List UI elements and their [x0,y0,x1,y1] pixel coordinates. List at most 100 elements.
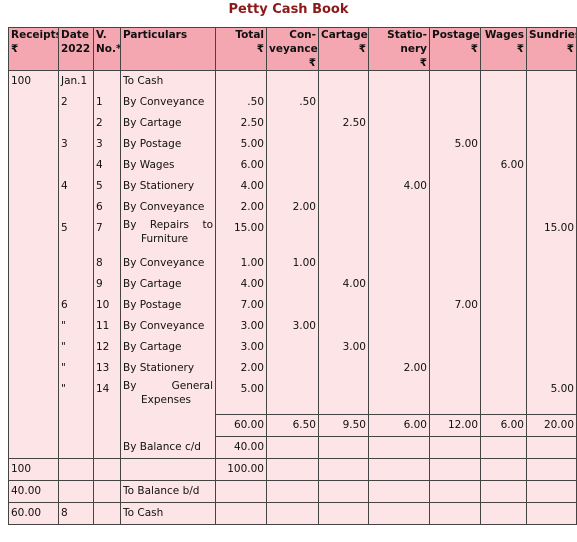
cell-conveyance: 1.00 [266,253,319,274]
petty-cash-table: Receipts ₹ Date 2022 V. No.* Particulars… [8,27,577,525]
cell-conveyance [266,218,319,253]
cell-cartage: 4.00 [318,274,369,295]
grand-total-total: 100.00 [215,458,267,481]
cell-sundries [526,113,577,134]
cell-postage [429,337,481,358]
cell-total: 2.00 [215,358,267,379]
cell-postage [429,274,481,295]
cell-date: 5 [58,218,94,253]
cell-particulars: By Conveyance [120,197,216,218]
cell-vno: 9 [93,274,121,295]
cell-stationery [368,113,430,134]
cell-sundries [526,197,577,218]
cell-sundries [526,70,577,92]
cell-stationery [368,316,430,337]
rupee-icon: ₹ [419,57,427,69]
cell-total: 5.00 [215,379,267,415]
cell-cartage [318,316,369,337]
cell-sundries: 15.00 [526,218,577,253]
cell-postage [429,316,481,337]
cell-conveyance: 3.00 [266,316,319,337]
cell-sundries: 5.00 [526,379,577,415]
cell-particulars: By Stationery [120,176,216,197]
totals-row: 60.00 6.50 9.50 6.00 12.00 6.00 20.00 [8,414,577,437]
cell-cartage: 2.50 [318,113,369,134]
cell-total: 4.00 [215,176,267,197]
cell-receipts [8,316,59,337]
cell-date: " [58,316,94,337]
cell-stationery [368,155,430,176]
cell-receipts [8,176,59,197]
cell-vno: 1 [93,92,121,113]
cell-receipts [8,337,59,358]
cell-date: " [58,358,94,379]
rupee-icon: ₹ [516,43,524,55]
table-row: 4 By Wages 6.00 6.00 [8,155,577,176]
cell-postage [429,218,481,253]
header-stationery: Statio- nery ₹ [368,27,430,71]
cell-sundries [526,134,577,155]
cell-wages [480,113,527,134]
cell-postage: 7.00 [429,295,481,316]
cell-vno: 6 [93,197,121,218]
cell-particulars: By Conveyance [120,316,216,337]
cell-cartage [318,197,369,218]
cell-stationery [368,253,430,274]
cell-cartage [318,70,369,92]
cell-conveyance [266,295,319,316]
table-row: " 11 By Conveyance 3.00 3.00 [8,316,577,337]
header-postage: Postage ₹ [429,27,481,71]
cell-conveyance [266,337,319,358]
cell-total [215,70,267,92]
cell-particulars: By Postage [120,295,216,316]
cell-postage [429,70,481,92]
cell-particulars: By Repairs to Furniture [120,218,216,253]
cell-cartage [318,134,369,155]
cell-date [58,274,94,295]
cell-cartage [318,379,369,415]
cell-receipts [8,155,59,176]
cell-cartage [318,155,369,176]
cell-wages [480,295,527,316]
table-row: 2 1 By Conveyance .50.50 [8,92,577,113]
cell-date: 6 [58,295,94,316]
cell-wages [480,358,527,379]
cell-vno: 2 [93,113,121,134]
header-receipts: Receipts ₹ [8,27,59,71]
cell-particulars: By Wages [120,155,216,176]
cell-receipts: 100 [8,70,59,92]
cell-total: .50 [215,92,267,113]
cell-vno: 3 [93,134,121,155]
cell-receipts [8,379,59,415]
balance-bd-row: 40.00 To Balance b/d [8,480,577,503]
cell-receipts [8,274,59,295]
cell-wages [480,316,527,337]
cell-conveyance [266,379,319,415]
cell-stationery: 4.00 [368,176,430,197]
cell-vno: 5 [93,176,121,197]
cell-stationery [368,295,430,316]
cell-date: " [58,337,94,358]
last-cash-particulars: To Cash [120,502,216,525]
totals-cartage: 9.50 [318,414,369,437]
grand-total-receipts: 100 [8,458,59,481]
balance-cd-total: 40.00 [215,436,267,459]
cell-date: 4 [58,176,94,197]
header-voucher-no: V. No.* [93,27,121,71]
cell-postage [429,113,481,134]
cell-sundries [526,316,577,337]
cell-wages [480,92,527,113]
cell-postage [429,176,481,197]
cell-cartage [318,92,369,113]
cell-sundries [526,358,577,379]
totals-total: 60.00 [215,414,267,437]
cell-particulars: By Cartage [120,337,216,358]
table-row: 5 7 By Repairs to Furniture 15.00 15.00 [8,218,577,253]
cell-postage [429,379,481,415]
cell-conveyance [266,134,319,155]
cell-total: 3.00 [215,316,267,337]
cell-particulars: To Cash [120,70,216,92]
cell-sundries [526,155,577,176]
cell-vno: 10 [93,295,121,316]
cell-particulars: By Conveyance [120,92,216,113]
